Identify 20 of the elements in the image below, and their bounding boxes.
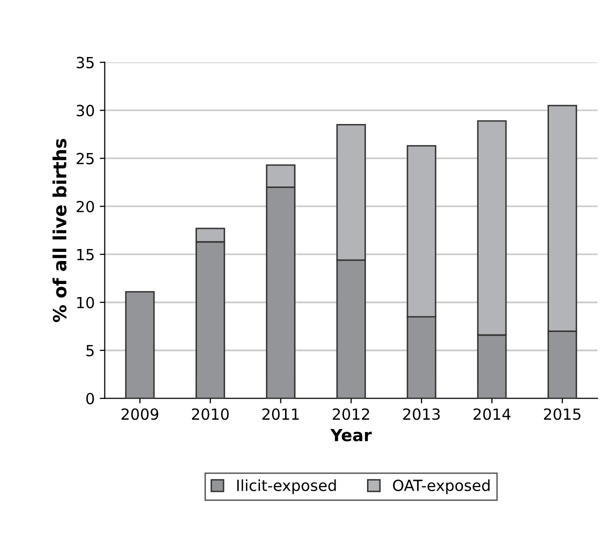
y-tick-label: 30 (76, 104, 94, 116)
x-tick-label: 2010 (192, 408, 229, 420)
y-tick-label: 5 (86, 345, 94, 356)
y-tick-label: 25 (76, 152, 94, 164)
x-axis-title: Year (330, 428, 372, 442)
x-tick-label: 2014 (474, 408, 511, 420)
y-tick-label: 10 (77, 296, 94, 308)
x-tick-label: 2009 (122, 408, 158, 420)
x-tick-label: 2013 (403, 408, 440, 420)
y-tick-label: 15 (77, 249, 94, 260)
y-tick-label: 35 (76, 56, 94, 68)
x-tick-label: 2015 (544, 408, 580, 420)
legend-label: Ilicit-exposed (237, 479, 336, 494)
y-tick-label: 20 (76, 200, 94, 212)
y-tick-label: 0 (86, 392, 94, 404)
y-axis-title: % of all live births (52, 138, 67, 322)
x-tick-label: 2012 (332, 408, 370, 420)
bar (125, 291, 155, 398)
legend-label: OAT-exposed (393, 479, 490, 494)
x-tick-label: 2011 (262, 408, 299, 420)
